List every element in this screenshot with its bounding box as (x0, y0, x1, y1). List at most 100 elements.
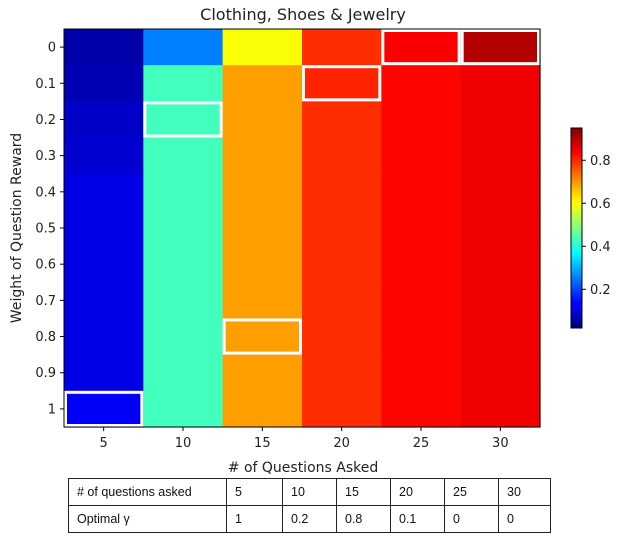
table-row-header: Optimal γ (68, 505, 227, 533)
y-tick-label: 1 (48, 402, 56, 417)
heatmap-cell (460, 101, 541, 139)
table-row-header: # of questions asked (68, 478, 227, 506)
table-cell: 0 (498, 505, 551, 533)
y-tick-label: 0.9 (35, 366, 56, 381)
heatmap-cell (64, 137, 144, 175)
heatmap-cell (460, 246, 541, 283)
heatmap-cell (381, 354, 462, 392)
heatmap-cell (381, 101, 462, 139)
heatmap-cell (64, 282, 144, 320)
heatmap-cell (64, 246, 144, 283)
heatmap-cell (381, 173, 462, 211)
heatmap-cell (64, 173, 144, 211)
heatmap-chart: Clothing, Shoes & Jewelry 5 10 15 20 25 30 00… (9, 5, 611, 476)
x-tick-label: 15 (254, 436, 271, 451)
heatmap-cell (302, 354, 382, 392)
heatmap-cell (381, 282, 462, 320)
x-axis-label: # of Questions Asked (228, 460, 378, 476)
table-cell: 1 (226, 505, 283, 533)
heatmap-cell (381, 29, 462, 66)
x-tick-label: 30 (492, 436, 509, 451)
heatmap-cell (460, 390, 541, 428)
chart-title: Clothing, Shoes & Jewelry (200, 5, 406, 24)
heatmap-cell (143, 65, 224, 102)
colorbar-tick-label: 0.2 (590, 283, 611, 298)
heatmap-cell (381, 318, 462, 356)
heatmap-cell (222, 318, 303, 356)
table-cell: 5 (226, 478, 283, 506)
heatmap-cell (381, 209, 462, 247)
colorbar-tick-label: 0.8 (590, 154, 611, 169)
heatmap-cell (143, 137, 224, 175)
table-row: Optimal γ 1 0.2 0.8 0.1 0 0 (68, 505, 551, 533)
heatmap-cell (460, 137, 541, 175)
heatmap-cell (381, 65, 462, 102)
heatmap-cell (64, 29, 144, 66)
heatmap-cell (64, 390, 144, 428)
heatmap-cell (222, 209, 303, 247)
x-axis-ticks: 5 10 15 20 25 30 (100, 427, 509, 451)
y-axis-label: Weight of Question Reward (9, 133, 25, 323)
heatmap-cell (460, 65, 541, 102)
table-cell: 15 (336, 478, 391, 506)
table-cell: 0 (444, 505, 499, 533)
heatmap-cell (460, 29, 541, 66)
y-tick-label: 0.2 (35, 113, 56, 128)
y-tick-label: 0.6 (35, 258, 56, 273)
heatmap-cell (302, 137, 382, 175)
heatmap-cell (143, 354, 224, 392)
colorbar-tick-label: 0.6 (590, 197, 611, 212)
highlight-boxes (64, 29, 540, 427)
optimal-cell-highlight (143, 101, 223, 138)
y-tick-label: 0 (48, 41, 56, 56)
colorbar: 0.2 0.4 0.6 0.8 (570, 127, 611, 329)
heatmap-cell (222, 282, 303, 320)
heatmap-cell (222, 101, 303, 139)
heatmap-cell (222, 246, 303, 283)
heatmap-cell (460, 282, 541, 320)
heatmap-cell (460, 209, 541, 247)
heatmap-cell (222, 173, 303, 211)
x-tick-label: 10 (175, 436, 192, 451)
heatmap-cell (64, 209, 144, 247)
heatmap-cell (302, 65, 382, 102)
optimal-gamma-table: # of questions asked 5 1 0 15 20 25 30 Optimal γ… (68, 478, 551, 533)
heatmap-cell (143, 29, 224, 66)
heatmap-cell (460, 173, 541, 211)
heatmap-cell (381, 137, 462, 175)
heatmap-cell (222, 354, 303, 392)
colorbar-ticks: 0.2 0.4 0.6 0.8 (582, 154, 611, 298)
optimal-cell-highlight (381, 29, 461, 66)
colorbar-gradient (570, 127, 583, 329)
heatmap-cell (302, 173, 382, 211)
heatmap-cell (302, 29, 382, 66)
y-axis-ticks: 0 0.1 0.2 0.3 0.4 0.5 0.6 0.7 0.8 0.9 1 (35, 41, 64, 417)
heatmap-cell (143, 390, 224, 428)
heatmap-cell (460, 318, 541, 356)
y-tick-label: 0.3 (35, 149, 56, 164)
table-cell: 0.2 (282, 505, 337, 533)
heatmap-cell (381, 246, 462, 283)
heatmap-cell (302, 209, 382, 247)
heatmap-cell (302, 318, 382, 356)
heatmap-cell (64, 354, 144, 392)
table-cell: 25 (444, 478, 499, 506)
optimal-cell-highlight (460, 29, 540, 66)
heatmap-cell (222, 137, 303, 175)
optimal-cell-highlight (222, 318, 303, 355)
colorbar-tick-label: 0.4 (590, 240, 611, 255)
x-tick-label: 25 (413, 436, 430, 451)
table-cell: 20 (390, 478, 445, 506)
heatmap-cell (143, 246, 224, 283)
optimal-cell-highlight (64, 390, 144, 427)
heatmap-cells (64, 29, 541, 428)
table-cell: 30 (498, 478, 551, 506)
heatmap-cell (222, 29, 303, 66)
y-tick-label: 0.4 (35, 185, 56, 200)
heatmap-cell (64, 101, 144, 139)
heatmap-cell (222, 65, 303, 102)
x-tick-label: 20 (333, 436, 350, 451)
table-cell: 0.8 (336, 505, 391, 533)
heatmap-cell (222, 390, 303, 428)
y-tick-label: 0.5 (35, 222, 56, 237)
